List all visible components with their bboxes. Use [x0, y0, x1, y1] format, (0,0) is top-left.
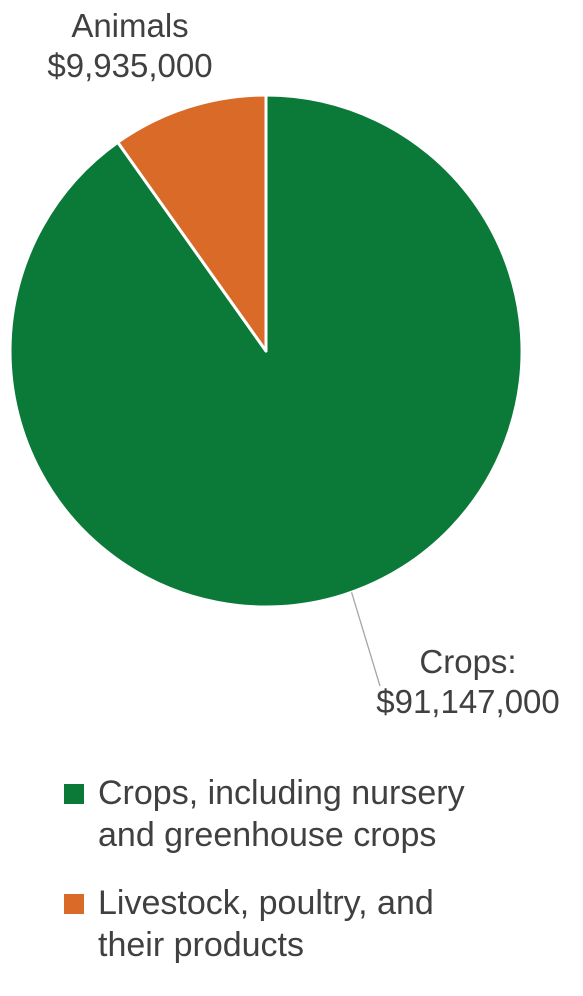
legend-label-livestock: Livestock, poultry, and their products: [98, 884, 434, 964]
crops-leader-line: [350, 592, 381, 687]
legend-swatch-livestock: [64, 894, 84, 914]
animals-label-value: $9,935,000: [47, 47, 213, 84]
legend-swatch-crops: [64, 784, 84, 804]
legend-item-crops[interactable]: Crops, including nursery and greenhouse …: [64, 772, 564, 856]
crops-label-value: $91,147,000: [376, 683, 560, 720]
animals-label-category: Animals: [71, 7, 189, 44]
animals-data-label: Animals $9,935,000: [30, 6, 230, 86]
legend-label-crops: Crops, including nursery and greenhouse …: [98, 774, 465, 854]
pie-chart: [8, 93, 524, 687]
pie-slice-animals[interactable]: [116, 93, 268, 353]
chart-legend: Crops, including nursery and greenhouse …: [64, 772, 564, 992]
legend-item-livestock[interactable]: Livestock, poultry, and their products: [64, 882, 564, 966]
crops-data-label: Crops: $91,147,000: [355, 642, 581, 722]
crops-label-category: Crops:: [419, 643, 517, 680]
